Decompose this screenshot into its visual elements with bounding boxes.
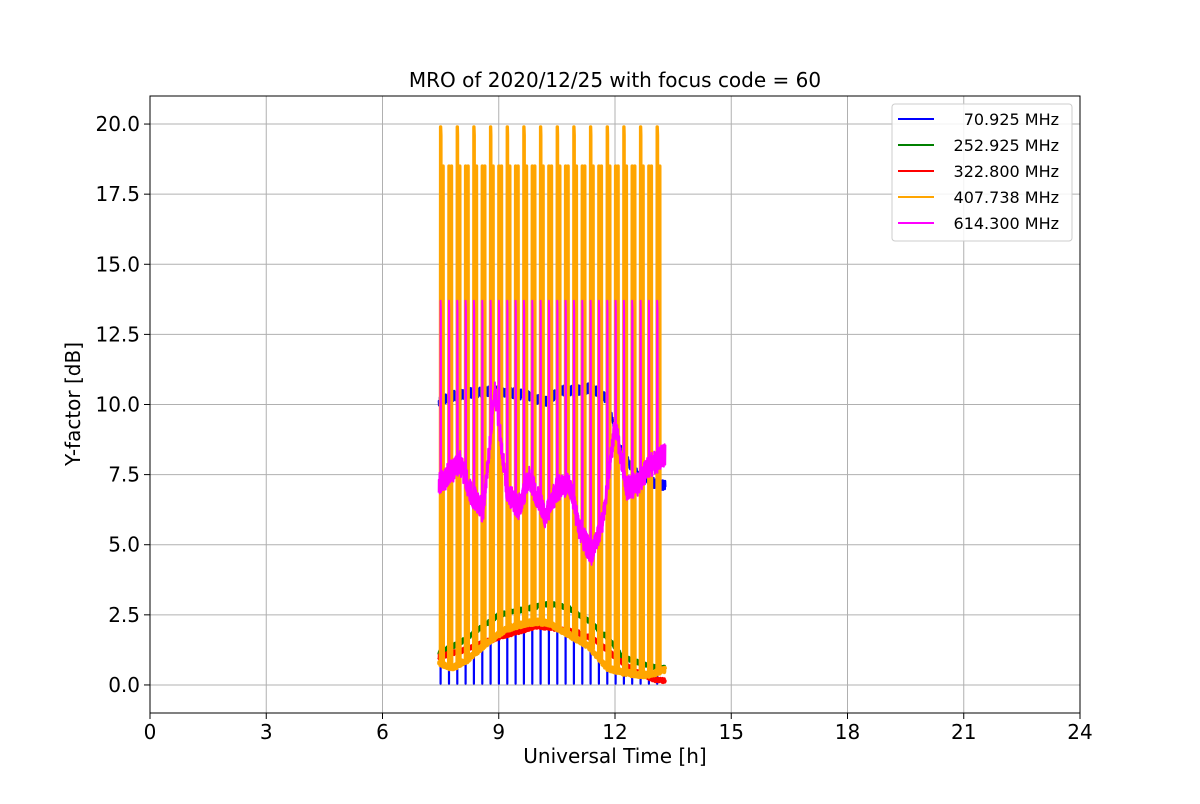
y-tick-label: 15.0: [95, 252, 140, 276]
series-line-3: [437, 125, 667, 680]
x-tick-label: 9: [492, 720, 505, 744]
x-tick-label: 18: [835, 720, 860, 744]
x-tick-label: 3: [260, 720, 273, 744]
y-tick-label: 20.0: [95, 112, 140, 136]
x-tick-label: 0: [144, 720, 157, 744]
tick-layer: 0 3 6 9 12 15 18 21 24 0.0 2.5 5.0 7.5 10.0 12.5 15.0 17…: [95, 112, 1092, 744]
series-line-4: [437, 299, 667, 566]
legend-label: 252.925 MHz: [954, 136, 1059, 155]
y-axis-label: Y-factor [dB]: [61, 342, 85, 467]
legend-label: 70.925 MHz: [964, 110, 1059, 129]
legend-label: 322.800 MHz: [954, 162, 1059, 181]
x-tick-label: 12: [602, 720, 627, 744]
y-tick-label: 12.5: [95, 322, 140, 346]
legend-label: 614.300 MHz: [954, 214, 1059, 233]
x-axis-label: Universal Time [h]: [523, 744, 706, 768]
legend-label: 407.738 MHz: [954, 188, 1059, 207]
legend: 70.925 MHz 252.925 MHz 322.800 MHz 407.738 …: [891, 103, 1073, 242]
x-tick-label: 6: [376, 720, 389, 744]
x-tick-label: 15: [719, 720, 744, 744]
y-tick-label: 0.0: [108, 673, 140, 697]
y-tick-label: 17.5: [95, 182, 140, 206]
x-tick-label: 21: [951, 720, 976, 744]
x-tick-label: 24: [1067, 720, 1092, 744]
data-layer: [437, 125, 667, 685]
y-tick-label: 2.5: [108, 603, 140, 627]
chart-title: MRO of 2020/12/25 with focus code = 60: [409, 68, 821, 92]
y-tick-label: 5.0: [108, 533, 140, 557]
y-tick-label: 10.0: [95, 393, 140, 417]
y-tick-label: 7.5: [108, 463, 140, 487]
legend-box: [891, 103, 1073, 242]
